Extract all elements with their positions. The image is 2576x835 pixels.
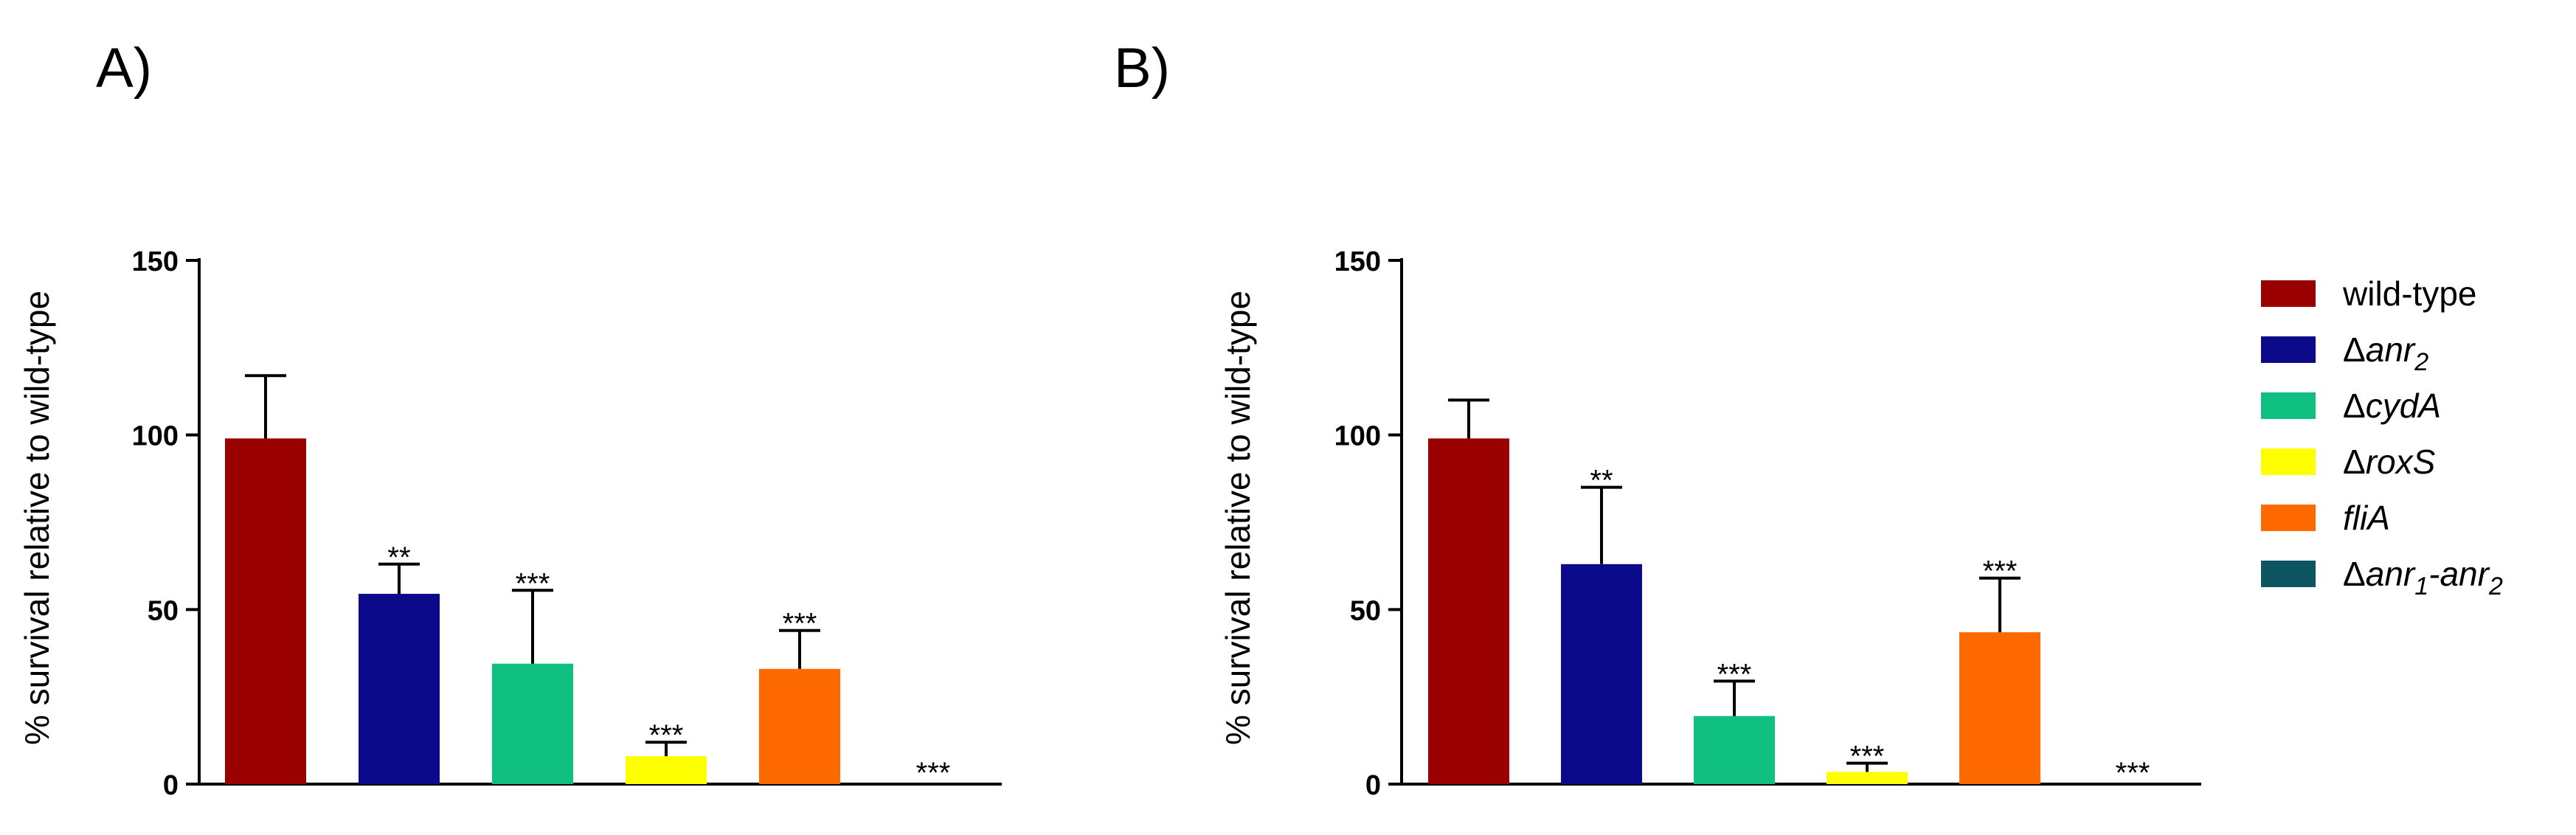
significance-a-flia: *** — [783, 608, 817, 640]
bar-a-delta-anr2 — [359, 594, 440, 784]
bars-b: ************** — [1428, 398, 2150, 789]
legend-swatch-delta-anr1-anr2 — [2261, 561, 2316, 587]
y-tick-label-a-50: 50 — [148, 595, 179, 626]
significance-a-delta-cyda: *** — [516, 567, 550, 600]
bar-b-flia — [1959, 632, 2040, 784]
legend-label-delta-roxs: ΔroxS — [2343, 443, 2436, 481]
legend-label-delta-anr2: Δanr2 — [2343, 330, 2428, 376]
panel-label-a: A) — [96, 37, 152, 100]
panel-a: A) % survival relative to wild-type 0 50 1… — [18, 37, 1002, 801]
bar-a-flia — [759, 668, 840, 784]
bar-a-wild-type — [225, 438, 306, 784]
legend-label-flia: fliA — [2343, 499, 2390, 537]
y-tick-label-b-100: 100 — [1334, 421, 1381, 452]
panel-b: B) % survival relative to wild-type 0 50 1… — [1114, 37, 2201, 801]
legend-swatch-flia — [2261, 505, 2316, 531]
y-axis-label-a: % survival relative to wild-type — [18, 291, 56, 745]
y-tick-label-b-150: 150 — [1334, 246, 1381, 277]
bar-a-delta-cyda — [492, 663, 573, 784]
significance-a-delta-anr1-anr2: *** — [916, 757, 951, 789]
panel-label-b: B) — [1114, 37, 1170, 100]
legend-label-wild-type: wild-type — [2342, 274, 2477, 313]
legend: wild-type Δanr2 ΔcydA ΔroxS fliA Δanr1-anr2 — [2261, 274, 2503, 600]
y-tick-label-b-0: 0 — [1365, 770, 1381, 801]
y-tick-label-a-150: 150 — [132, 246, 179, 277]
legend-swatch-delta-cyda — [2261, 392, 2316, 419]
significance-b-delta-cyda: *** — [1717, 658, 1752, 690]
legend-label-delta-cyda: ΔcydA — [2343, 387, 2441, 425]
y-ticks-a: 0 50 100 150 — [132, 246, 199, 801]
y-tick-label-a-100: 100 — [132, 421, 179, 452]
legend-swatch-delta-roxs — [2261, 448, 2316, 475]
significance-b-flia: *** — [1983, 555, 2018, 588]
legend-label-delta-anr1-anr2: Δanr1-anr2 — [2343, 555, 2503, 600]
significance-b-delta-anr1-anr2: *** — [2116, 757, 2150, 789]
legend-swatch-wild-type — [2261, 280, 2316, 307]
y-tick-label-a-0: 0 — [163, 770, 179, 801]
bar-b-delta-anr2 — [1561, 564, 1642, 784]
y-tick-label-b-50: 50 — [1350, 595, 1381, 626]
bar-b-wild-type — [1428, 438, 1509, 784]
y-ticks-b: 0 50 100 150 — [1334, 246, 1402, 801]
bar-b-delta-cyda — [1694, 716, 1775, 784]
significance-b-delta-anr2: ** — [1590, 465, 1613, 497]
bar-a-delta-roxs — [626, 756, 707, 784]
legend-swatch-delta-anr2 — [2261, 336, 2316, 363]
significance-b-delta-roxs: *** — [1850, 741, 1885, 773]
significance-a-delta-anr2: ** — [387, 541, 410, 574]
bars-a: ************** — [225, 374, 951, 789]
significance-a-delta-roxs: *** — [649, 719, 684, 752]
y-axis-label-b: % survival relative to wild-type — [1219, 291, 1257, 745]
bar-b-delta-roxs — [1827, 772, 1908, 784]
